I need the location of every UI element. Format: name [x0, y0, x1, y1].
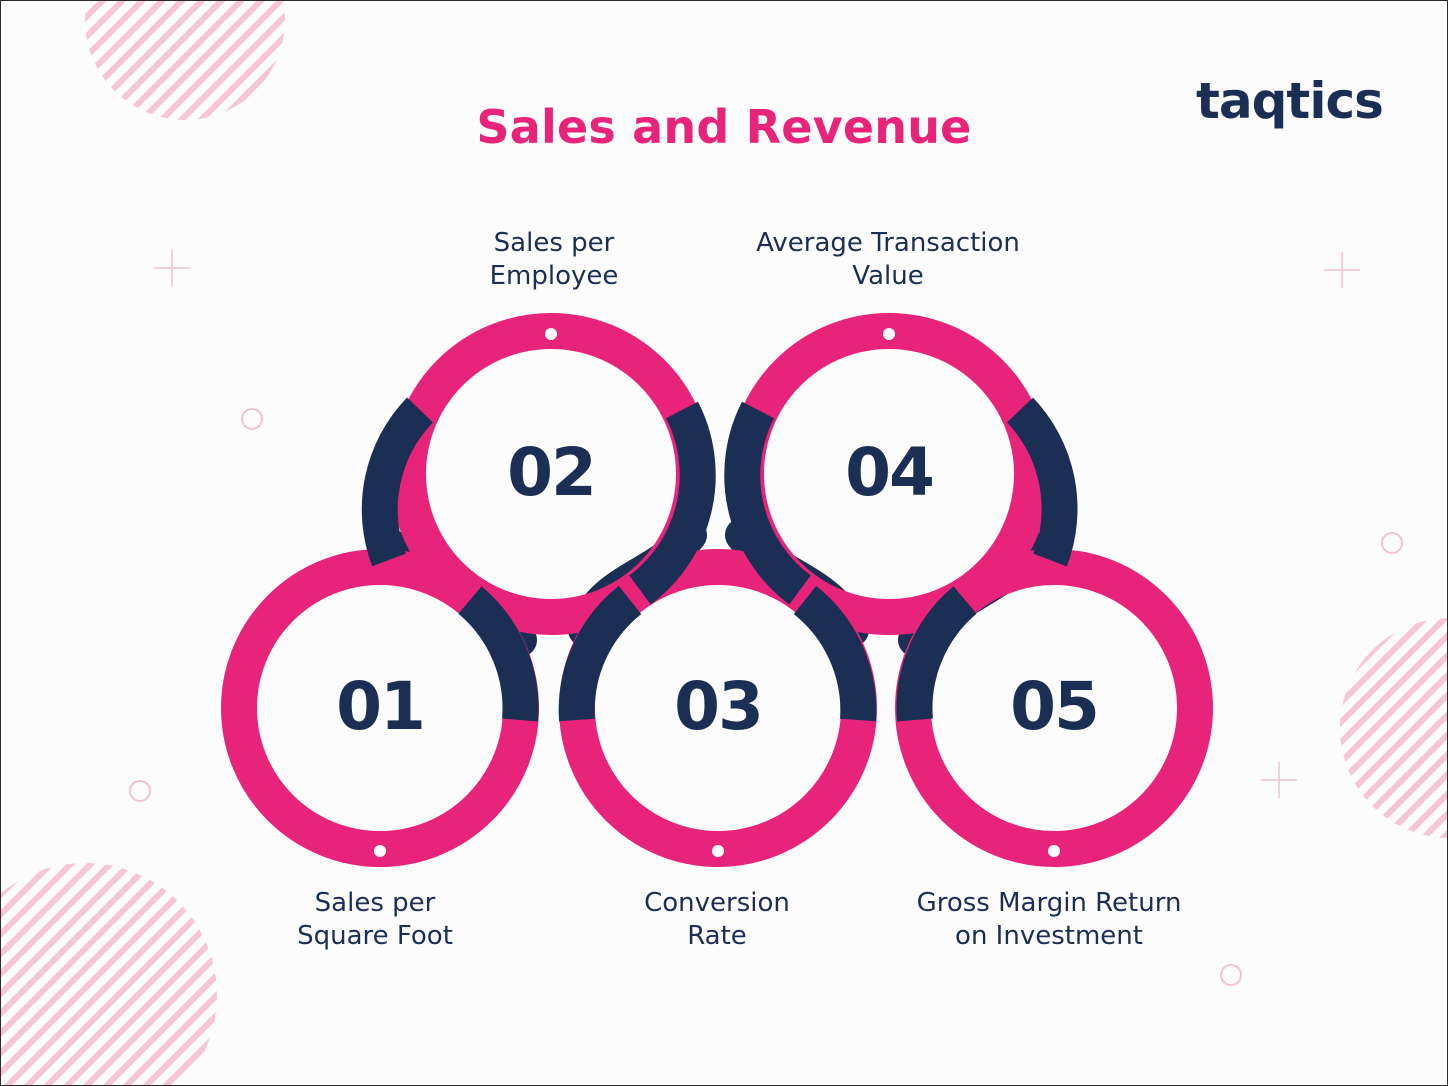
step-label-04: Average Transaction Value: [728, 227, 1048, 293]
ring-01-navy: [458, 586, 539, 722]
page-title: Sales and Revenue: [476, 100, 972, 154]
step-number-03: 03: [674, 668, 764, 745]
step-label-line: on Investment: [955, 921, 1143, 951]
step-label-line: Rate: [687, 921, 747, 951]
small-ring-decoration: [1381, 532, 1403, 554]
ring-04-dot: [883, 328, 895, 340]
ring-05-navy: [896, 586, 977, 722]
step-label-line: Sales per: [314, 888, 436, 918]
step-label-02: Sales per Employee: [394, 227, 714, 293]
step-label-line: Sales per: [493, 228, 615, 258]
ring-02-dot: [545, 328, 557, 340]
step-label-line: Square Foot: [297, 921, 453, 951]
step-number-01: 01: [336, 668, 426, 745]
step-number-05: 05: [1010, 668, 1100, 745]
step-label-01: Sales per Square Foot: [215, 887, 535, 953]
step-label-line: Value: [852, 261, 924, 291]
step-label-line: Employee: [489, 261, 619, 291]
ring-03-dot: [712, 845, 724, 857]
step-label-03: Conversion Rate: [557, 887, 877, 953]
ring-03-navy-right: [793, 585, 877, 722]
small-ring-decoration: [241, 408, 263, 430]
ring-04-navy-right: [1006, 397, 1078, 567]
sparkle-decoration: [154, 250, 190, 286]
ring-02-navy-right: [628, 401, 716, 605]
sparkle-decoration: [1261, 762, 1297, 798]
sparkle-decoration: [1324, 252, 1360, 288]
ring-02-navy-left: [361, 397, 434, 567]
brand-logo: taqtics: [1196, 72, 1384, 130]
step-label-line: Gross Margin Return: [916, 888, 1182, 918]
step-number-02: 02: [507, 434, 597, 511]
ring-03-navy-left: [558, 585, 642, 722]
small-ring-decoration: [129, 780, 151, 802]
step-number-04: 04: [845, 434, 935, 511]
ring-04-navy-left: [724, 401, 812, 605]
ring-05-dot: [1048, 845, 1060, 857]
step-label-line: Conversion: [644, 888, 790, 918]
step-label-line: Average Transaction: [756, 228, 1020, 258]
step-label-05: Gross Margin Return on Investment: [889, 887, 1209, 953]
ring-01-dot: [374, 845, 386, 857]
small-ring-decoration: [1220, 964, 1242, 986]
